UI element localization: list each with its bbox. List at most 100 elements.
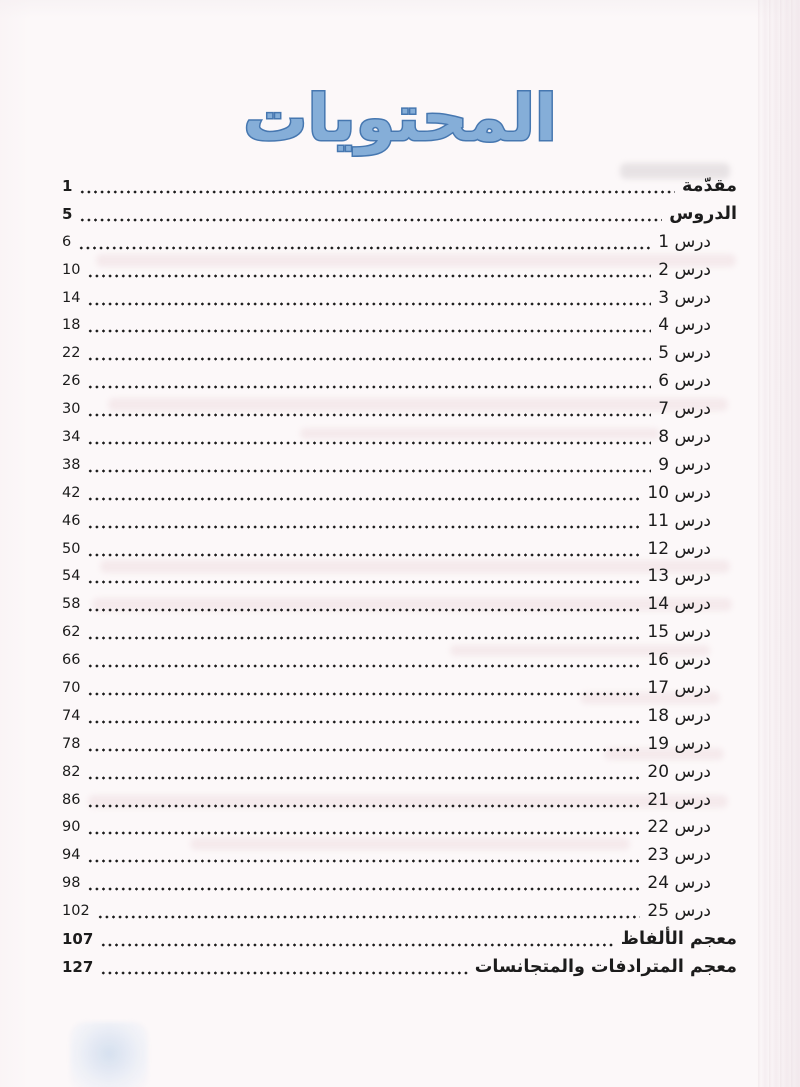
toc-entry: درس 5 22 xyxy=(62,339,737,368)
toc-entry: معجم المترادفات والمتجانسات 127 xyxy=(62,952,737,981)
entry-label: درس 19 xyxy=(647,733,711,754)
entry-page-number: 62 xyxy=(62,624,81,641)
dot-leader xyxy=(87,255,652,284)
toc-entry: درس 14 58 xyxy=(62,590,737,619)
dot-leader xyxy=(87,757,641,786)
entry-page-number: 86 xyxy=(62,791,81,808)
entry-label: درس 25 xyxy=(647,901,711,922)
entry-page-number: 107 xyxy=(62,929,94,948)
entry-page-number: 34 xyxy=(62,428,81,445)
entry-page-number: 5 xyxy=(62,204,73,223)
toc-entry: درس 20 82 xyxy=(62,757,737,786)
entry-page-number: 98 xyxy=(62,875,81,892)
dot-leader xyxy=(96,897,641,926)
entry-label: درس 14 xyxy=(647,594,711,615)
toc-entry: درس 6 26 xyxy=(62,367,737,396)
toc-entry: درس 10 42 xyxy=(62,478,737,507)
entry-page-number: 38 xyxy=(62,456,81,473)
bleed-through-image-blob xyxy=(70,1022,148,1087)
dot-leader xyxy=(87,729,641,758)
toc-entry: درس 3 14 xyxy=(62,283,737,312)
dot-leader xyxy=(87,590,641,619)
toc-entry: الدروس 5 xyxy=(62,199,737,228)
toc-entry: درس 23 94 xyxy=(62,841,737,870)
entry-label: درس 10 xyxy=(647,482,711,503)
entry-label: مقدّمة xyxy=(682,175,737,196)
dot-leader xyxy=(87,395,652,424)
toc-entry: درس 19 78 xyxy=(62,729,737,758)
dot-leader xyxy=(87,311,652,340)
entry-page-number: 30 xyxy=(62,401,81,418)
entry-page-number: 42 xyxy=(62,484,81,501)
entry-label: درس 16 xyxy=(647,650,711,671)
toc-entry: درس 21 86 xyxy=(62,785,737,814)
entry-page-number: 1 xyxy=(62,176,73,195)
entry-label: درس 4 xyxy=(658,315,711,336)
dot-leader xyxy=(87,283,652,312)
dot-leader xyxy=(87,534,641,563)
entry-label: درس 5 xyxy=(658,343,711,364)
entry-page-number: 78 xyxy=(62,735,81,752)
dot-leader xyxy=(100,952,468,981)
entry-label: معجم الألفاظ xyxy=(620,928,737,949)
entry-label: درس 1 xyxy=(658,231,711,252)
entry-label: درس 13 xyxy=(647,566,711,587)
dot-leader xyxy=(100,925,614,953)
entry-label: درس 6 xyxy=(658,371,711,392)
toc-entry: درس 16 66 xyxy=(62,646,737,675)
toc-entry: معجم الألفاظ 107 xyxy=(62,925,737,953)
entry-page-number: 102 xyxy=(62,903,90,920)
dot-leader xyxy=(78,227,652,256)
contents-title-art: المحتويات xyxy=(242,81,559,158)
entry-label: درس 17 xyxy=(647,677,711,698)
entry-page-number: 54 xyxy=(62,568,81,585)
entry-label: درس 8 xyxy=(658,426,711,447)
dot-leader xyxy=(79,172,675,200)
entry-label: درس 24 xyxy=(647,873,711,894)
dot-leader xyxy=(87,701,641,730)
entry-label: درس 21 xyxy=(647,789,711,810)
entry-label: درس 15 xyxy=(647,622,711,643)
toc-entry: مقدّمة 1 xyxy=(62,172,737,200)
toc-entry: درس 13 54 xyxy=(62,562,737,591)
dot-leader xyxy=(87,506,641,535)
title-block: المحتويات xyxy=(0,68,800,170)
entry-label: درس 3 xyxy=(658,287,711,308)
scan-edge-streaks xyxy=(758,0,800,1087)
toc-entry: درس 8 34 xyxy=(62,423,737,451)
toc-entry: درس 18 74 xyxy=(62,701,737,730)
entry-label: درس 18 xyxy=(647,705,711,726)
dot-leader xyxy=(87,367,652,396)
entry-page-number: 70 xyxy=(62,679,81,696)
toc-entry: درس 11 46 xyxy=(62,506,737,535)
toc-entry: درس 1 6 xyxy=(62,227,737,256)
entry-page-number: 82 xyxy=(62,763,81,780)
entry-label: درس 22 xyxy=(647,817,711,838)
toc-entry: درس 15 62 xyxy=(62,618,737,647)
dot-leader xyxy=(87,785,641,814)
entry-label: درس 7 xyxy=(658,399,711,420)
entry-label: الدروس xyxy=(669,203,737,224)
dot-leader xyxy=(87,813,641,842)
entry-page-number: 14 xyxy=(62,289,81,306)
toc-entry: درس 17 70 xyxy=(62,674,737,702)
entry-label: درس 20 xyxy=(647,761,711,782)
entry-label: درس 12 xyxy=(647,538,711,559)
entry-page-number: 6 xyxy=(62,233,72,250)
entry-page-number: 22 xyxy=(62,345,81,362)
entry-page-number: 94 xyxy=(62,847,81,864)
toc-entry: درس 12 50 xyxy=(62,534,737,563)
dot-leader xyxy=(87,841,641,870)
entry-label: درس 2 xyxy=(658,259,711,280)
dot-leader xyxy=(87,339,652,368)
entry-page-number: 50 xyxy=(62,540,81,557)
entry-page-number: 66 xyxy=(62,652,81,669)
dot-leader xyxy=(87,423,652,451)
dot-leader xyxy=(87,478,641,507)
dot-leader xyxy=(79,199,663,228)
dot-leader xyxy=(87,618,641,647)
entry-page-number: 74 xyxy=(62,707,81,724)
toc-entry: درس 25 102 xyxy=(62,897,737,926)
